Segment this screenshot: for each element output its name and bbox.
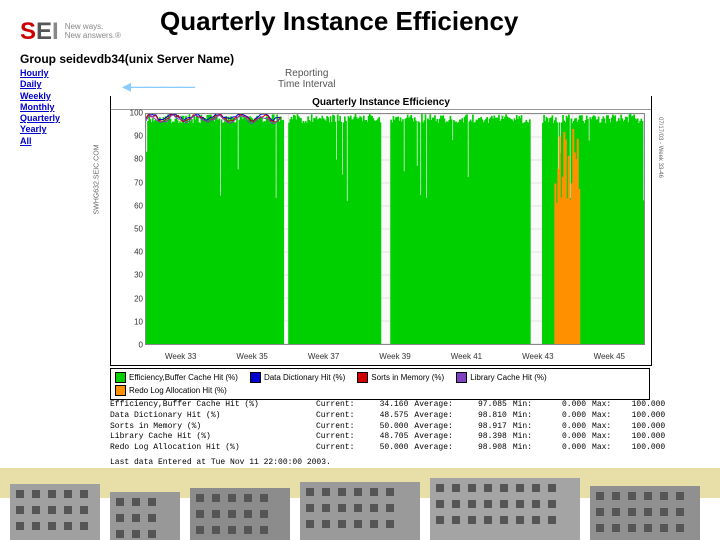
building-silhouette: [190, 488, 290, 540]
legend-label: Library Cache Hit (%): [470, 373, 546, 382]
legend-label: Efficiency,Buffer Cache Hit (%): [129, 373, 238, 382]
sei-logo: SEI New ways.New answers.®: [20, 18, 121, 46]
chart-container: Quarterly Instance Efficiency SWHG632.SE…: [110, 96, 652, 366]
stats-row: Redo Log Allocation Hit (%)Current:50.00…: [110, 443, 671, 454]
y-axis-label: SWHG632.SEIC.COM: [94, 144, 101, 214]
footer-image: [0, 454, 720, 540]
legend-label: Redo Log Allocation Hit (%): [129, 386, 227, 395]
stats-row: Sorts in Memory (%)Current:50.000Average…: [110, 422, 671, 433]
y-tick: 50: [134, 225, 143, 234]
y-tick: 40: [134, 248, 143, 257]
interval-link-all[interactable]: All: [20, 136, 60, 147]
building-silhouette: [110, 492, 180, 540]
plot-area: [145, 113, 645, 345]
stats-row: Data Dictionary Hit (%)Current:48.575Ave…: [110, 411, 671, 422]
arrow-left-icon: ◂————: [122, 76, 193, 97]
stats-row: Library Cache Hit (%)Current:48.705Avera…: [110, 432, 671, 443]
interval-link-daily[interactable]: Daily: [20, 79, 60, 90]
y-tick: 30: [134, 271, 143, 280]
building-silhouette: [430, 478, 580, 540]
logo-tagline: New ways.New answers.®: [65, 23, 121, 41]
x-tick: Week 37: [308, 352, 339, 361]
legend-swatch: [115, 385, 126, 396]
legend-item: Redo Log Allocation Hit (%): [115, 385, 227, 396]
building-silhouette: [300, 482, 420, 540]
x-tick: Week 45: [594, 352, 625, 361]
stats-row: Efficiency,Buffer Cache Hit (%)Current:3…: [110, 400, 671, 411]
chart-svg: [146, 114, 644, 344]
legend-item: Library Cache Hit (%): [456, 372, 546, 383]
y-tick: 0: [139, 341, 143, 350]
building-silhouette: [10, 484, 100, 540]
interval-caption: Reporting Time Interval: [278, 68, 335, 90]
page-title: Quarterly Instance Efficiency: [160, 6, 518, 37]
report-panel: Group seidevdb34(unix Server Name) Hourl…: [18, 50, 658, 450]
y-tick: 90: [134, 132, 143, 141]
building-silhouette: [590, 486, 700, 540]
legend-swatch: [456, 372, 467, 383]
y-tick: 20: [134, 294, 143, 303]
chart-title: Quarterly Instance Efficiency: [111, 96, 651, 110]
y-tick: 80: [134, 155, 143, 164]
logo-mark: SEI: [20, 18, 59, 46]
chart-legend: Efficiency,Buffer Cache Hit (%) Data Dict…: [110, 368, 650, 400]
right-side-label: 07/17/03 - Week 33-46: [657, 117, 663, 178]
y-tick: 70: [134, 178, 143, 187]
legend-item: Efficiency,Buffer Cache Hit (%): [115, 372, 238, 383]
legend-swatch: [357, 372, 368, 383]
interval-link-quarterly[interactable]: Quarterly: [20, 113, 60, 124]
legend-swatch: [250, 372, 261, 383]
interval-link-weekly[interactable]: Weekly: [20, 91, 60, 102]
y-tick: 10: [134, 317, 143, 326]
x-tick: Week 35: [236, 352, 267, 361]
legend-label: Sorts in Memory (%): [371, 373, 444, 382]
x-tick: Week 33: [165, 352, 196, 361]
y-tick: 100: [130, 109, 143, 118]
interval-link-hourly[interactable]: Hourly: [20, 68, 60, 79]
legend-swatch: [115, 372, 126, 383]
group-header: Group seidevdb34(unix Server Name): [20, 52, 658, 66]
x-tick: Week 41: [451, 352, 482, 361]
legend-item: Data Dictionary Hit (%): [250, 372, 345, 383]
interval-link-yearly[interactable]: Yearly: [20, 124, 60, 135]
x-tick: Week 43: [522, 352, 553, 361]
y-tick: 60: [134, 201, 143, 210]
interval-nav: HourlyDailyWeeklyMonthlyQuarterlyYearlyA…: [20, 68, 60, 147]
interval-link-monthly[interactable]: Monthly: [20, 102, 60, 113]
legend-item: Sorts in Memory (%): [357, 372, 444, 383]
x-tick: Week 39: [379, 352, 410, 361]
legend-label: Data Dictionary Hit (%): [264, 373, 345, 382]
